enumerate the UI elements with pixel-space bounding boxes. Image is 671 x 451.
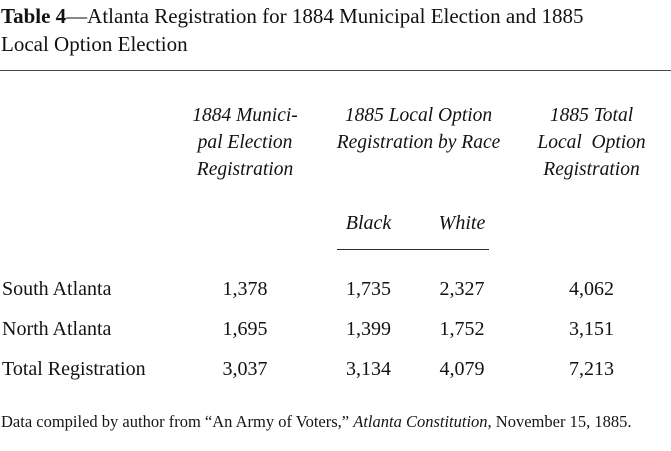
source-note-suffix: , November 15, 1885. [487,412,632,431]
header-spacer-cell [165,186,325,254]
cell-municipal-1884: 1,695 [222,317,268,340]
cell-total-1885: 4,062 [569,277,615,300]
cell-black-1885: 1,735 [346,277,391,300]
cell-white-1885: 4,079 [439,357,485,380]
col-header-1885-total: 1885 Total Local Option Registration [537,105,646,180]
spacer-cell [0,254,671,269]
header-spacer-cell [0,186,165,254]
subheader-white: White [438,212,486,234]
cell-white-1885: 2,327 [439,277,485,300]
cell-black-1885: 1,399 [346,317,391,340]
race-spanner-rule [337,249,489,250]
source-note: Data compiled by author from “An Army of… [1,411,631,433]
table-row-north-atlanta: North Atlanta 1,695 1,399 1,752 3,151 [0,309,671,349]
cell-municipal-1884: 1,378 [222,277,268,300]
source-note-prefix: Data compiled by author from “An Army of… [1,412,354,431]
row-label: South Atlanta [2,277,112,300]
header-spacer-cell [0,72,165,186]
table-title-text: —Atlanta Registration for 1884 Municipal… [1,4,584,56]
race-subheader-row: Black White [0,186,671,254]
source-note-publication: Atlanta Constitution [353,412,488,431]
col-header-1884-municipal: 1884 Munici- pal Election Registration [192,105,298,180]
row-label: Total Registration [2,357,146,380]
subheader-black: Black [345,212,392,234]
table-row-total-registration: Total Registration 3,037 3,134 4,079 7,2… [0,349,671,389]
table-row-south-atlanta: South Atlanta 1,378 1,735 2,327 4,062 [0,269,671,309]
cell-black-1885: 3,134 [346,357,391,380]
col-header-1885-race-group: 1885 Local Option Registration by Race [336,105,501,153]
table-title: Table 4—Atlanta Registration for 1884 Mu… [1,3,583,58]
cell-white-1885: 1,752 [439,317,485,340]
cell-municipal-1884: 3,037 [222,357,268,380]
row-label: North Atlanta [2,317,112,340]
column-header-row: 1884 Munici- pal Election Registration 1… [0,72,671,186]
header-spacer-cell [512,186,671,254]
header-divider-rule [0,70,671,71]
spacer-row [0,254,671,269]
cell-total-1885: 3,151 [569,317,615,340]
registration-table: 1884 Munici- pal Election Registration 1… [0,72,671,389]
cell-total-1885: 7,213 [569,357,615,380]
table-number-label: Table 4 [1,4,67,28]
